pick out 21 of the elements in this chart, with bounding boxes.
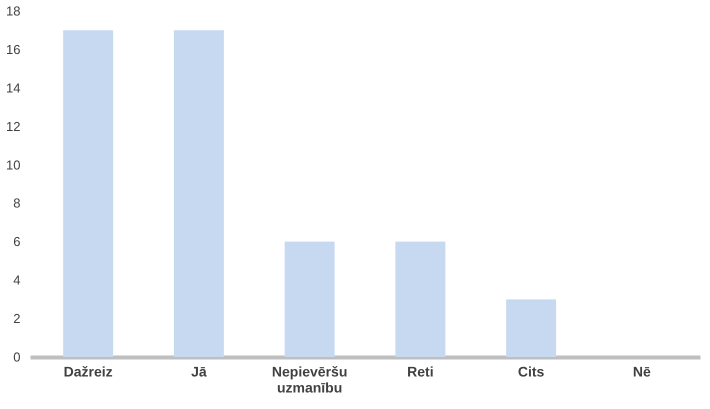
y-tick-label: 10 xyxy=(6,157,20,172)
y-tick-label: 6 xyxy=(13,234,20,250)
bar xyxy=(284,242,335,357)
bar xyxy=(174,30,224,357)
bar xyxy=(63,30,114,357)
y-tick-label: 18 xyxy=(6,4,20,18)
x-tick-label: Reti xyxy=(407,364,434,380)
x-tick-label: Jā xyxy=(191,364,207,380)
x-tick-label: Nepievēršu uzmanību xyxy=(272,364,348,396)
y-tick-label: 12 xyxy=(6,118,20,134)
y-tick-label: 16 xyxy=(6,42,20,57)
bar xyxy=(395,242,446,357)
y-tick-label: 4 xyxy=(13,272,20,288)
y-tick-label: 2 xyxy=(13,311,20,326)
x-tick-label: Cits xyxy=(518,364,545,380)
x-tick-label: Dažreiz xyxy=(64,364,113,380)
y-tick-label: 14 xyxy=(6,80,20,96)
bar xyxy=(506,299,556,357)
y-tick-label: 0 xyxy=(13,350,20,364)
y-tick-label: 8 xyxy=(13,196,20,211)
x-tick-label: Nē xyxy=(632,364,652,380)
